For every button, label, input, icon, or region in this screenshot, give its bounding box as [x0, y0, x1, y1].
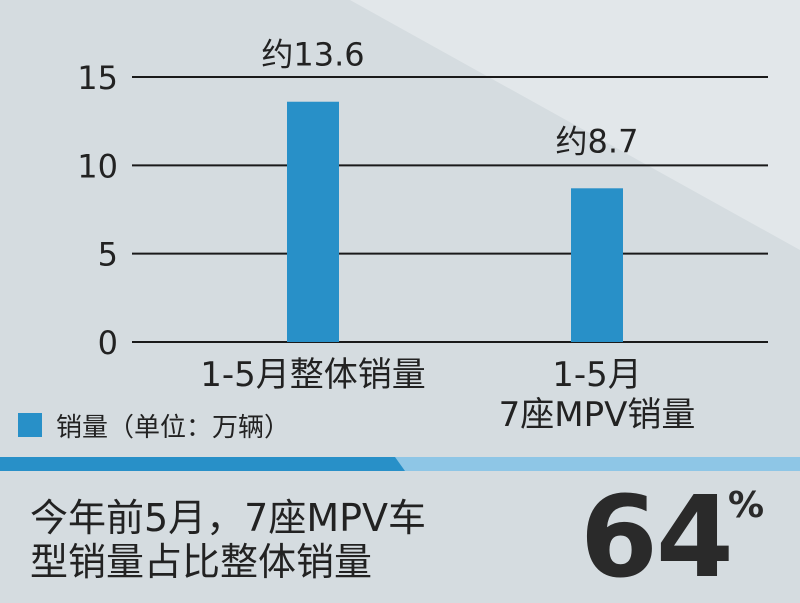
- legend-swatch: [18, 413, 42, 437]
- bar: [287, 101, 339, 342]
- y-tick-label: 15: [77, 59, 118, 97]
- summary-line-2: 型销量占比整体销量: [30, 540, 373, 584]
- percentage-value: 64: [580, 473, 734, 603]
- x-tick-label: 7座MPV销量: [499, 395, 696, 435]
- y-tick-labels: 0 5 10 15: [77, 59, 118, 362]
- summary-text: 今年前5月，7座MPV车 型销量占比整体销量: [30, 496, 550, 584]
- value-labels: 约13.6 约8.7: [261, 36, 638, 161]
- background-light-wedge: [350, 0, 800, 250]
- percent-sign: %: [728, 485, 765, 526]
- x-tick-label: 1-5月: [552, 355, 642, 395]
- y-tick-label: 10: [77, 147, 118, 185]
- y-tick-label: 5: [98, 236, 118, 274]
- divider-stripe: [0, 457, 800, 471]
- chart-legend: 销量（单位：万辆）: [18, 410, 290, 443]
- bar: [571, 188, 623, 342]
- data-label: 约13.6: [261, 36, 364, 74]
- bars: [287, 101, 623, 342]
- legend-label: 销量（单位：万辆）: [56, 412, 291, 443]
- data-label: 约8.7: [556, 122, 639, 160]
- summary-footer: 今年前5月，7座MPV车 型销量占比整体销量 64 %: [0, 471, 800, 600]
- stripe-dark: [0, 457, 405, 471]
- summary-line-1: 今年前5月，7座MPV车: [30, 496, 427, 540]
- y-tick-label: 0: [98, 324, 118, 362]
- x-tick-label: 1-5月整体销量: [200, 355, 426, 395]
- grid-lines: [132, 76, 768, 343]
